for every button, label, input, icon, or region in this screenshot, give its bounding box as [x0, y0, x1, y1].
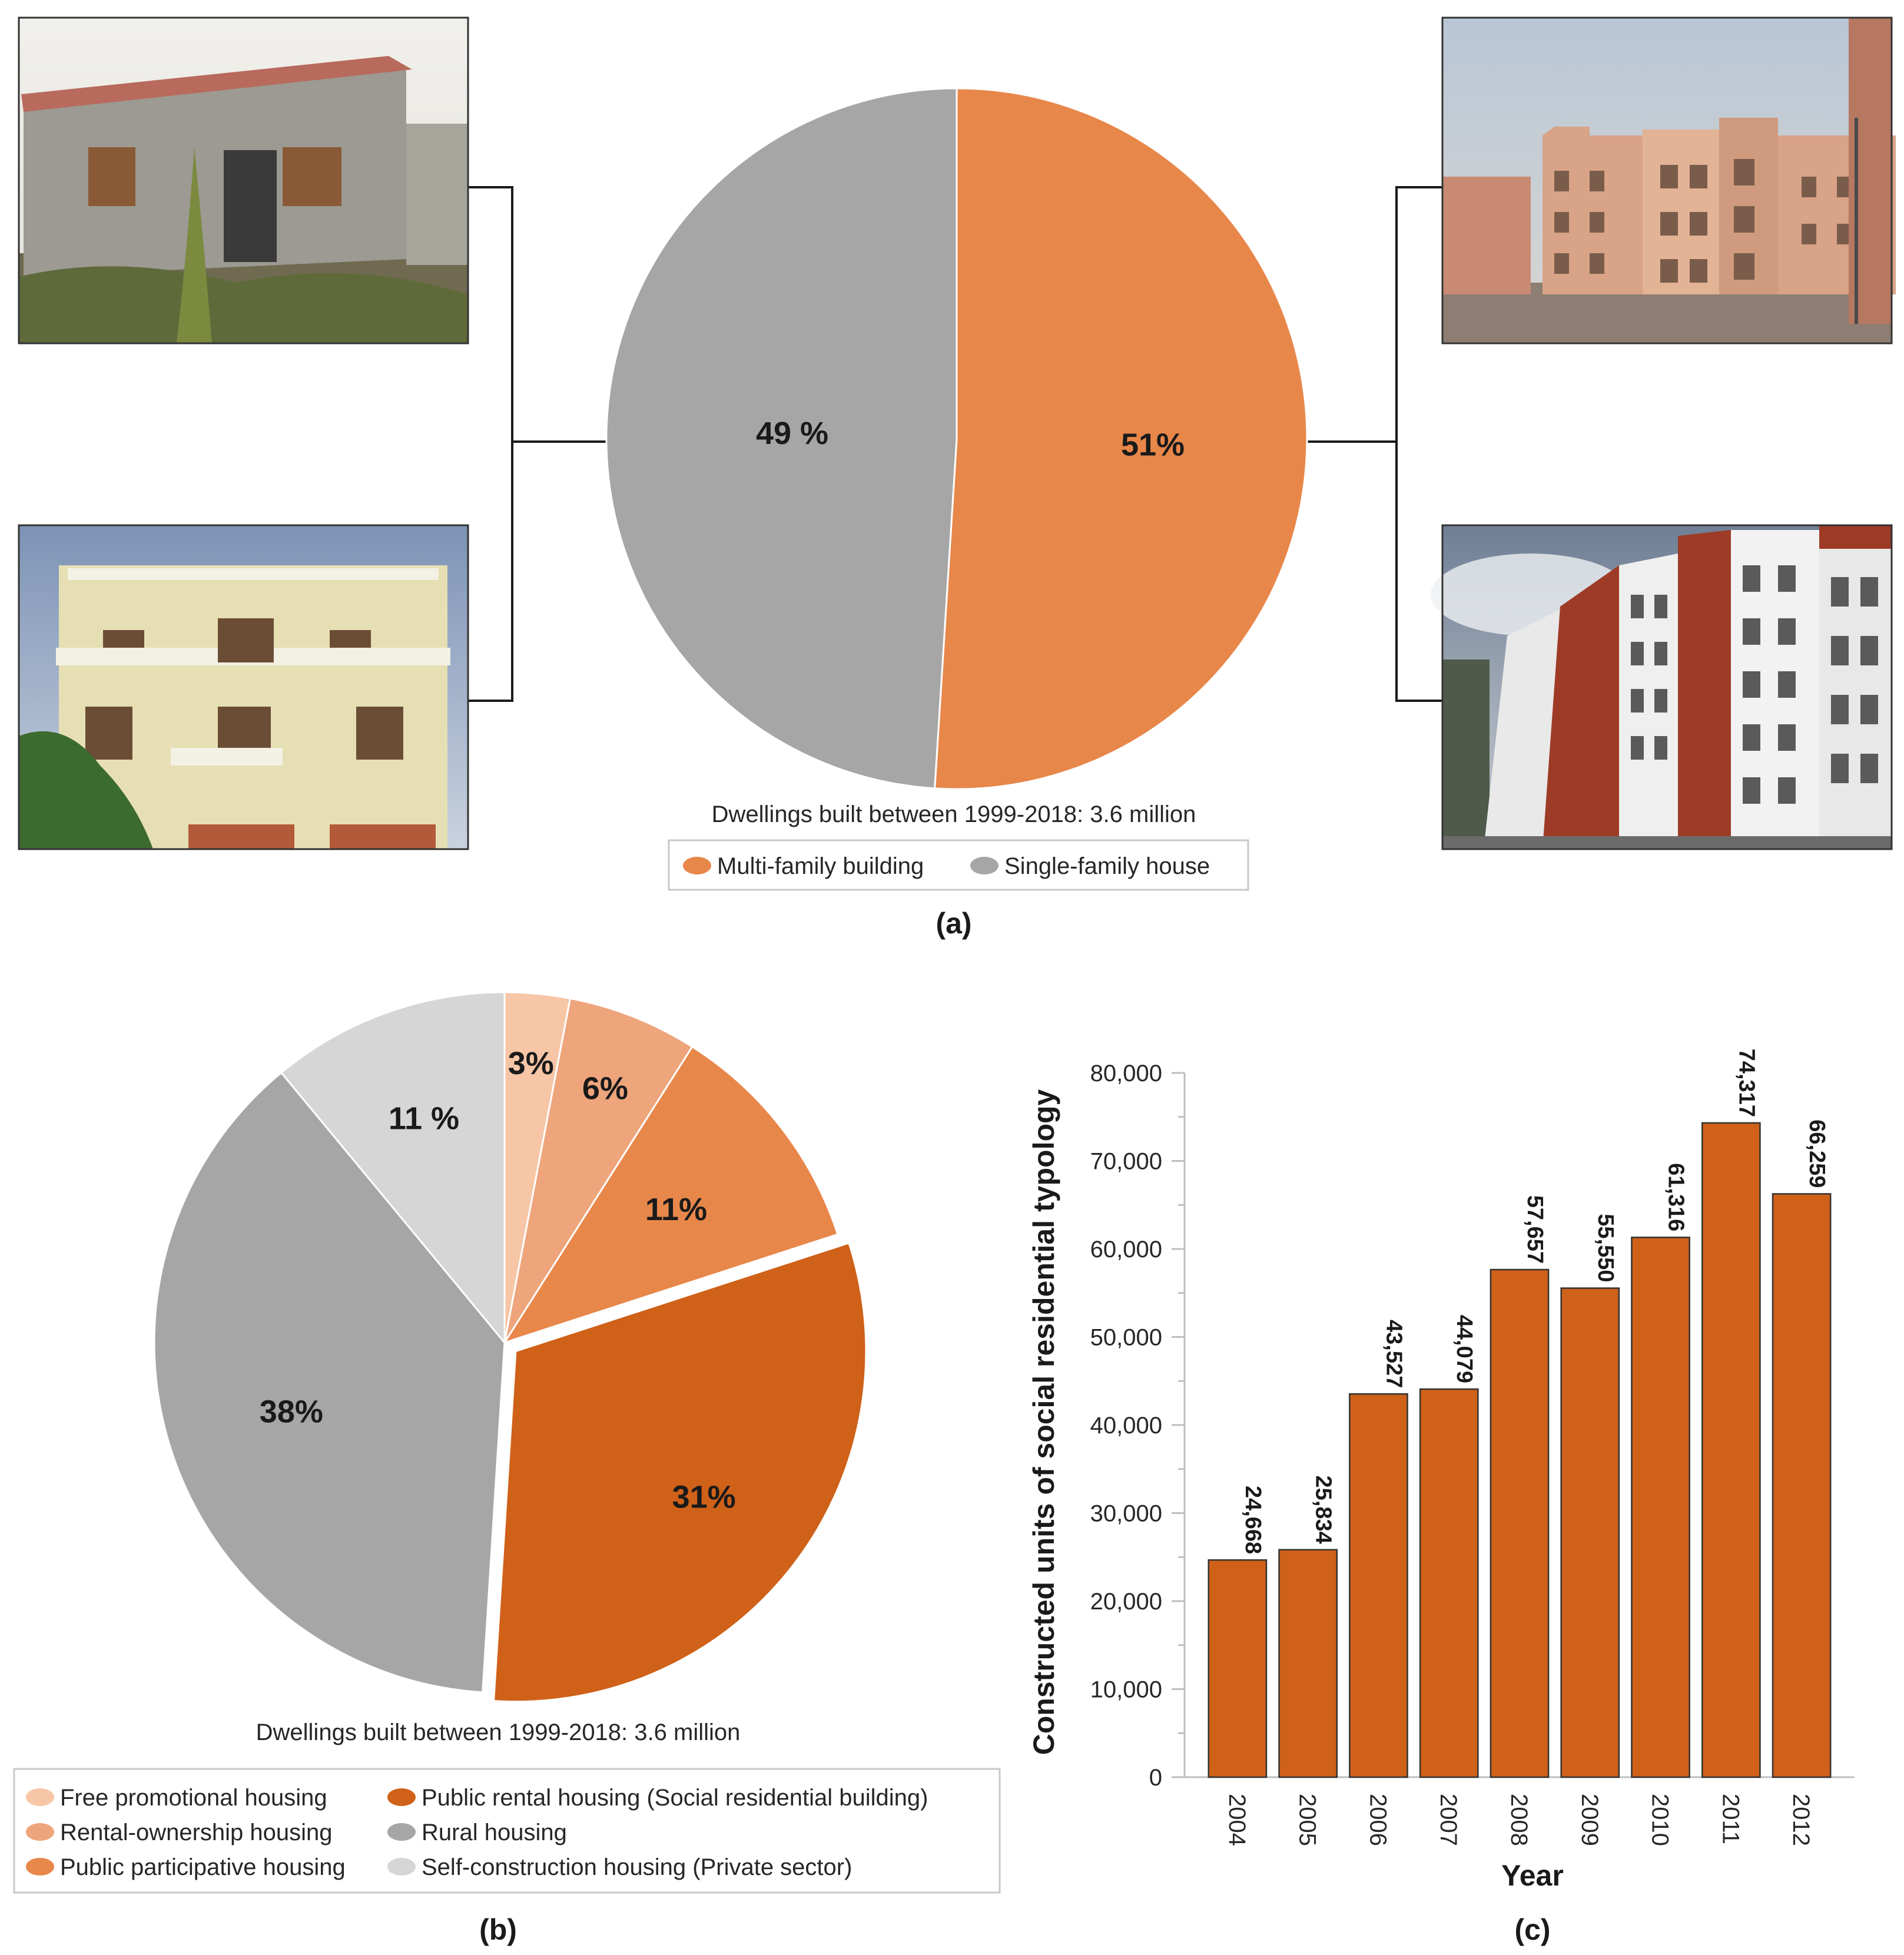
- pie-b-legend-box: [13, 1768, 1001, 1894]
- bar-value-label-2006: 43,527: [1381, 1320, 1406, 1388]
- bar-2007: [1419, 1388, 1479, 1778]
- bar-2012: [1772, 1193, 1832, 1778]
- bar-value-label-2005: 25,834: [1311, 1476, 1336, 1544]
- y-tick-label: 10,000: [1090, 1677, 1162, 1703]
- pie-slice-single-family-house: [605, 87, 958, 790]
- pie-label-rural-housing: 38%: [260, 1394, 323, 1430]
- y-tick-label: 30,000: [1090, 1501, 1162, 1527]
- pie-slice-public-rental-housing-social-residential-building: [493, 1241, 867, 1703]
- bar-chart-c: 0 10,000 20,000 30,000 40,000 50,000 60,000 70,…: [1090, 1049, 1855, 1846]
- legend-label-multi-family: Multi-family building: [717, 853, 924, 879]
- bar-value-label-2004: 24,668: [1240, 1486, 1265, 1554]
- multi-family-building-photo-2: [1431, 524, 1893, 850]
- legend-swatch-public-rental: [387, 1788, 416, 1806]
- legend-swatch-self-construction: [387, 1858, 416, 1876]
- y-tick-label: 70,000: [1090, 1149, 1162, 1175]
- pie-label-multi-family-building: 51%: [1121, 427, 1185, 462]
- pie-slice-rental-ownership-housing: [503, 997, 694, 1343]
- bar-c-xlabel: Year: [1501, 1859, 1564, 1892]
- pie-label-free-promotional-housing: 3%: [508, 1046, 554, 1081]
- legend-label-public-participative: Public participative housing: [60, 1854, 346, 1880]
- bar-2008: [1490, 1268, 1550, 1778]
- bar-2010: [1631, 1237, 1690, 1778]
- legend-label-free-promotional: Free promotional housing: [60, 1785, 327, 1811]
- connector-left: [468, 186, 513, 702]
- legend-swatch-rental-ownership: [26, 1823, 54, 1841]
- legend-label-rural: Rural housing: [422, 1820, 567, 1845]
- y-tick-label: 40,000: [1090, 1413, 1162, 1439]
- x-tick-label-2004: 2004: [1224, 1794, 1250, 1846]
- bar-2011: [1701, 1122, 1761, 1778]
- bar-value-label-2012: 66,259: [1805, 1119, 1829, 1188]
- pie-label-self-construction-housing-private-sector: 11 %: [389, 1101, 459, 1136]
- panel-c-label: (c): [1514, 1913, 1550, 1946]
- x-tick-label-2006: 2006: [1365, 1794, 1391, 1846]
- y-tick-label: 80,000: [1090, 1061, 1162, 1086]
- bar-value-label-2011: 74,317: [1734, 1049, 1759, 1117]
- panel-b: 3% 6% 11% 31% 38% 11 % Dwellings built betwee…: [13, 991, 1001, 1946]
- bar-value-label-2007: 44,079: [1452, 1315, 1477, 1383]
- legend-label-rental-ownership: Rental-ownership housing: [60, 1820, 333, 1845]
- pie-label-public-participative-housing: 11%: [645, 1192, 707, 1227]
- connector-right: [1395, 186, 1442, 702]
- legend-label-public-rental: Public rental housing (Social residentia…: [422, 1785, 928, 1811]
- pie-a-caption: Dwellings built between 1999-2018: 3.6 m…: [712, 801, 1196, 827]
- y-tick-label: 20,000: [1090, 1589, 1162, 1615]
- pie-chart-a: 51% 49 %: [605, 87, 1308, 790]
- panel-a-label: (a): [936, 907, 971, 940]
- bar-value-label-2009: 55,550: [1593, 1214, 1618, 1282]
- bar-value-label-2008: 57,657: [1522, 1195, 1547, 1264]
- legend-label-single-family: Single-family house: [1004, 853, 1210, 879]
- bar-2009: [1560, 1287, 1620, 1778]
- x-tick-label-2005: 2005: [1295, 1794, 1321, 1846]
- single-family-house-photo-2: [18, 524, 469, 850]
- y-tick-label: 60,000: [1090, 1237, 1162, 1263]
- multi-family-building-photo-1: [1441, 16, 1896, 344]
- bar-value-label-2010: 61,316: [1664, 1163, 1689, 1231]
- pie-b-legend: Free promotional housing Rental-ownershi…: [13, 1768, 1001, 1894]
- pie-label-public-rental-housing-social-residential-building: 31%: [672, 1480, 736, 1515]
- pie-a-legend-box: [668, 839, 1249, 891]
- pie-slice-rural-housing: [153, 1071, 506, 1694]
- bar-2006: [1349, 1393, 1408, 1778]
- legend-swatch-public-participative: [26, 1858, 54, 1876]
- bar-2004: [1208, 1559, 1268, 1778]
- panel-a: 51% 49 % Dwellings built between 1999-201…: [18, 16, 1896, 940]
- pie-b-caption: Dwellings built between 1999-2018: 3.6 m…: [256, 1719, 741, 1745]
- connector-lines: [468, 186, 1442, 702]
- panel-b-label: (b): [479, 1913, 517, 1946]
- panel-c: 0 10,000 20,000 30,000 40,000 50,000 60,000 70,…: [1027, 1049, 1855, 1946]
- pie-label-rental-ownership-housing: 6%: [582, 1071, 628, 1106]
- x-tick-label-2010: 2010: [1647, 1794, 1673, 1846]
- legend-swatch-rural: [387, 1823, 416, 1841]
- x-tick-label-2009: 2009: [1577, 1794, 1603, 1846]
- x-tick-label-2008: 2008: [1506, 1794, 1532, 1846]
- x-tick-label-2011: 2011: [1717, 1794, 1743, 1844]
- pie-slice-multi-family-building: [934, 87, 1308, 790]
- pie-label-single-family-house: 49 %: [756, 416, 828, 451]
- pie-slice-self-construction-housing-private-sector: [280, 991, 506, 1346]
- x-tick-label-2007: 2007: [1435, 1794, 1461, 1846]
- legend-swatch-multi-family: [683, 857, 711, 874]
- pie-a-legend: Multi-family building Single-family hous…: [668, 839, 1249, 891]
- y-tick-label: 0: [1149, 1765, 1162, 1791]
- pie-slice-public-participative-housing: [502, 1045, 839, 1344]
- legend-label-self-construction: Self-construction housing (Private secto…: [422, 1854, 852, 1880]
- y-tick-label: 50,000: [1090, 1325, 1162, 1351]
- pie-chart-b: 3% 6% 11% 31% 38% 11 %: [153, 991, 867, 1703]
- bar-2005: [1278, 1549, 1338, 1778]
- bar-c-ylabel: Constructed units of social residential …: [1027, 1089, 1060, 1755]
- single-family-house-photo-1: [18, 16, 469, 344]
- legend-swatch-free-promotional: [26, 1788, 54, 1806]
- x-tick-label-2012: 2012: [1788, 1794, 1814, 1846]
- legend-swatch-single-family: [970, 857, 999, 874]
